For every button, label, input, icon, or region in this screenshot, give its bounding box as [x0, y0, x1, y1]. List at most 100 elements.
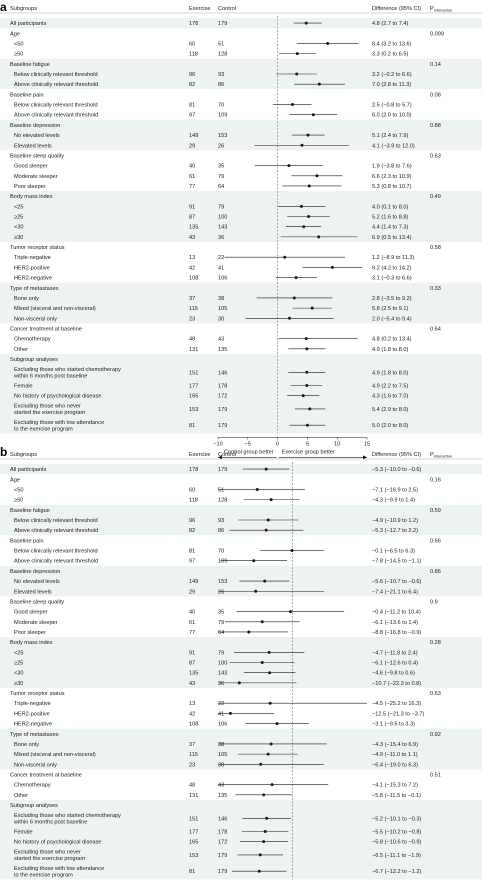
- control-n: 64: [218, 184, 224, 190]
- point-estimate: [237, 681, 241, 685]
- forest-panel-a: a Subgroups Exercise Control Difference (95%…: [0, 0, 482, 460]
- row-label: Above clinically relevant threshold: [14, 559, 98, 565]
- control-n: 51: [218, 487, 224, 493]
- row-label: Baseline fatigue: [10, 62, 50, 68]
- row-label: Above clinically relevant threshold: [14, 113, 98, 119]
- exercise-n: 118: [189, 498, 198, 504]
- control-n: 100: [218, 661, 227, 667]
- exercise-n: 149: [189, 133, 198, 139]
- row-label: Subgroup analyses: [10, 357, 58, 363]
- exercise-n: 13: [189, 255, 195, 261]
- row-shade: [0, 201, 482, 212]
- point-estimate: [302, 225, 306, 229]
- exercise-n: 82: [189, 528, 195, 534]
- row-label: Chemotherapy: [14, 337, 51, 343]
- control-n: 36: [218, 681, 224, 687]
- difference-ci: −6.7 (−12.2 to −1.2): [372, 869, 421, 875]
- point-estimate: [287, 164, 291, 168]
- row-label: Poor sleeper: [14, 184, 46, 190]
- point-estimate: [307, 184, 311, 188]
- control-n: 143: [218, 671, 227, 677]
- row-shade: [0, 464, 482, 475]
- difference-ci: −5.8 (−11.5 to −0.1): [372, 793, 421, 799]
- exercise-n: 178: [189, 21, 198, 27]
- control-n: 109: [218, 559, 227, 565]
- row-label: Cancer treatment at baseline: [10, 326, 82, 332]
- row-label: Poor sleeper: [14, 630, 46, 636]
- control-n: 38: [218, 296, 224, 302]
- exercise-n: 91: [189, 650, 195, 656]
- point-estimate: [268, 671, 272, 675]
- row-label: Chemotherapy: [14, 783, 51, 789]
- point-estimate: [295, 52, 299, 56]
- control-n: 79: [218, 204, 224, 210]
- row-label-line2: started the exercise program: [14, 410, 86, 416]
- difference-ci: 5.8 (2.5 to 9.1): [372, 306, 409, 312]
- point-estimate: [292, 296, 296, 300]
- control-n: 35: [218, 610, 224, 616]
- row-shade: [0, 417, 482, 434]
- control-n: 79: [218, 174, 224, 180]
- exercise-n: 40: [189, 610, 195, 616]
- row-shade: [0, 140, 482, 151]
- p-interaction-value: 0.16: [430, 477, 441, 483]
- row-label: Baseline sleep quality: [10, 599, 64, 605]
- exercise-n: 81: [189, 103, 195, 109]
- header-exercise: Exercise: [189, 6, 210, 12]
- control-n: 43: [218, 337, 224, 343]
- control-n: 106: [218, 722, 227, 728]
- point-estimate: [317, 82, 321, 86]
- point-estimate: [283, 255, 287, 259]
- control-n: 135: [218, 347, 227, 353]
- row-label: Bone only: [14, 296, 39, 302]
- row-shade: [0, 364, 482, 381]
- point-estimate: [304, 21, 308, 25]
- row-label: Mixed (visceral and non-visceral): [14, 752, 96, 758]
- exercise-n: 115: [189, 306, 198, 312]
- difference-ci: −4.9 (−10.9 to 1.2): [372, 518, 418, 524]
- difference-ci: 9.2 (4.2 to 14.2): [372, 265, 412, 271]
- control-n: 105: [218, 752, 227, 758]
- row-shade: [0, 667, 482, 678]
- difference-ci: 4.8 (2.7 to 7.4): [372, 21, 409, 27]
- point-estimate: [290, 549, 294, 553]
- control-n: 153: [218, 133, 227, 139]
- row-label: Elevated levels: [14, 589, 52, 595]
- control-n: 146: [218, 370, 227, 376]
- row-label: Excluding those with low attendance: [14, 420, 104, 426]
- row-label-line2: started the exercise program: [14, 856, 86, 862]
- exercise-n: 87: [189, 661, 195, 667]
- p-interaction-value: 0.49: [430, 194, 441, 200]
- row-label: Below clinically relevant threshold: [14, 549, 98, 555]
- difference-ci: −7.1 (−16.9 to 2.5): [372, 487, 418, 493]
- difference-ci: −5.6 (−10.7 to −0.6): [372, 579, 421, 585]
- exercise-n: 151: [189, 370, 198, 376]
- control-n: 143: [218, 225, 227, 231]
- row-shade: [0, 303, 482, 314]
- row-label: ≥50: [14, 498, 23, 504]
- difference-ci: 6.6 (2.3 to 10.9): [372, 174, 412, 180]
- difference-ci: 4.0 (0.1 to 8.0): [372, 204, 409, 210]
- control-n: 179: [218, 869, 227, 875]
- point-estimate: [258, 853, 262, 857]
- row-shade: [0, 231, 482, 242]
- control-n: 30: [218, 316, 224, 322]
- control-n: 178: [218, 383, 227, 389]
- exercise-n: 29: [189, 143, 195, 149]
- exercise-n: 43: [189, 681, 195, 687]
- exercise-n: 60: [189, 487, 195, 493]
- control-n: 41: [218, 711, 224, 717]
- difference-ci: 4.3 (1.6 to 7.0): [372, 394, 409, 400]
- exercise-n: 135: [189, 225, 198, 231]
- control-n: 22: [218, 255, 224, 261]
- point-estimate: [262, 793, 266, 797]
- exercise-n: 42: [189, 711, 195, 717]
- point-estimate: [295, 72, 299, 76]
- header-p-interaction: Pinteraction: [430, 452, 452, 459]
- row-label: No history of psychological disease: [14, 394, 101, 400]
- difference-ci: 5.2 (1.6 to 8.8): [372, 215, 409, 221]
- p-interaction-value: 0.33: [430, 286, 441, 292]
- row-shade: [0, 68, 482, 80]
- row-label: Below clinically relevant threshold: [14, 518, 98, 524]
- right-arrow-icon: [363, 455, 367, 460]
